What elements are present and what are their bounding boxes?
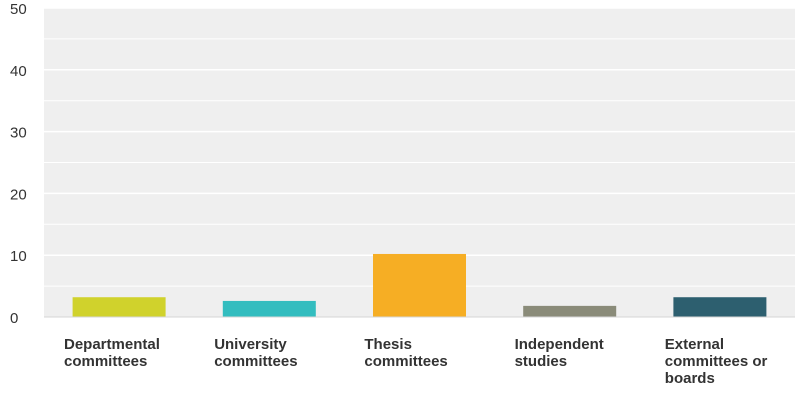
x-category-label: External committees or boards: [665, 336, 768, 387]
x-category-label: University committees: [214, 336, 297, 370]
x-axis-labels: Departmental committees University committe…: [64, 336, 767, 387]
x-category-label: Departmental committees: [64, 336, 160, 370]
bars: [72, 253, 767, 317]
y-tick-label: 40: [10, 63, 27, 80]
y-tick-label: 0: [10, 310, 18, 327]
x-category-label: Thesis committees: [364, 336, 447, 370]
y-axis-ticks: 0 10 20 30 40 50: [10, 1, 27, 327]
y-tick-label: 10: [10, 248, 27, 265]
bar: [673, 297, 767, 317]
bar: [222, 300, 316, 317]
y-tick-label: 30: [10, 125, 27, 142]
bar: [72, 297, 166, 317]
y-tick-label: 20: [10, 186, 27, 203]
bar: [523, 305, 617, 317]
y-tick-label: 50: [10, 1, 27, 18]
bar: [373, 253, 466, 317]
x-category-label: Independent studies: [515, 336, 604, 370]
